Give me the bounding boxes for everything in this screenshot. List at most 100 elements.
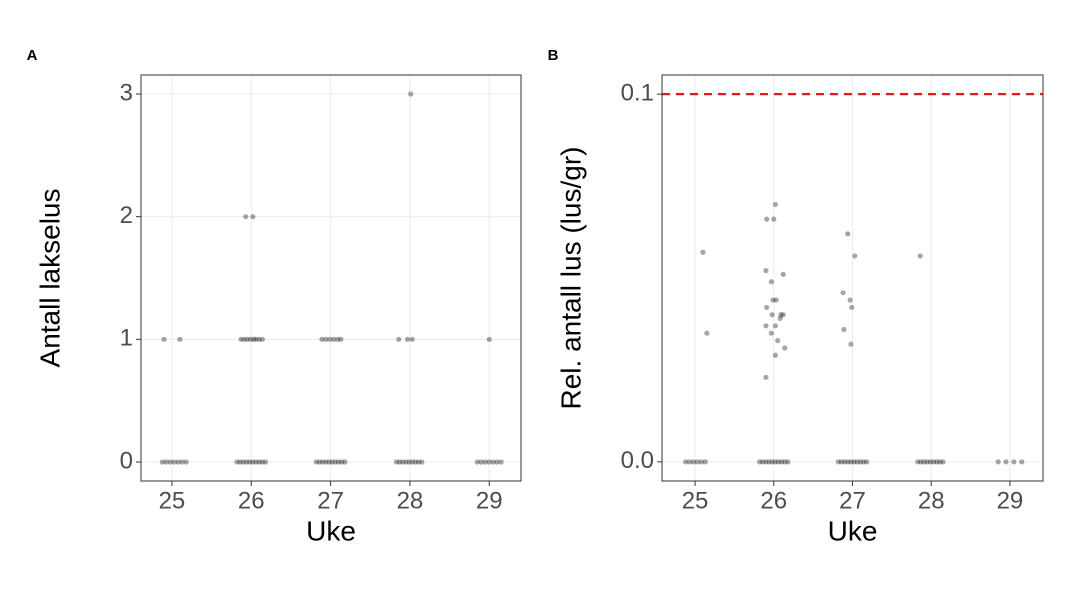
- point: [773, 297, 779, 303]
- point: [864, 459, 870, 465]
- point: [409, 459, 415, 465]
- point: [474, 459, 480, 465]
- point: [840, 290, 846, 296]
- point: [782, 345, 788, 351]
- point: [1003, 459, 1009, 465]
- point: [775, 337, 781, 344]
- point: [848, 459, 854, 465]
- point: [335, 459, 342, 465]
- point: [335, 336, 341, 342]
- point: [161, 336, 167, 342]
- x-tick-label: 28: [397, 487, 424, 514]
- x-tick-label: 25: [159, 487, 186, 514]
- point: [766, 459, 772, 465]
- point: [835, 459, 841, 465]
- point: [244, 336, 250, 342]
- point: [250, 459, 256, 465]
- point: [847, 297, 853, 303]
- point: [848, 341, 854, 347]
- point: [927, 459, 934, 465]
- point: [777, 315, 783, 322]
- point: [772, 459, 778, 465]
- panel-label: A: [27, 47, 38, 64]
- point: [778, 312, 784, 318]
- point: [234, 459, 240, 465]
- point: [329, 459, 335, 465]
- point: [243, 459, 250, 465]
- point: [339, 459, 345, 465]
- point: [259, 459, 265, 465]
- point: [775, 459, 782, 465]
- y-axis-title: Rel. antall lus (lus/gr): [555, 147, 586, 410]
- point: [857, 459, 863, 465]
- point: [175, 459, 181, 465]
- point: [482, 459, 488, 465]
- point: [924, 459, 930, 465]
- point: [247, 336, 254, 342]
- point: [757, 459, 763, 465]
- point: [764, 216, 770, 222]
- point: [921, 459, 927, 465]
- point: [256, 336, 262, 342]
- point: [763, 459, 769, 465]
- plot-border: [661, 74, 1044, 482]
- point: [419, 459, 425, 465]
- point: [915, 459, 921, 465]
- point: [995, 459, 1001, 465]
- point: [327, 336, 333, 342]
- x-tick-label: 27: [317, 487, 344, 514]
- point: [243, 214, 249, 220]
- point: [240, 459, 246, 465]
- x-tick-label: 29: [997, 487, 1024, 514]
- point: [400, 459, 406, 465]
- point: [838, 459, 845, 465]
- point: [769, 459, 775, 465]
- x-axis-title: Uke: [306, 515, 356, 546]
- point: [694, 459, 701, 465]
- y-tick-label: 3: [120, 79, 133, 106]
- point: [251, 336, 257, 342]
- point: [854, 459, 860, 465]
- point: [780, 271, 786, 277]
- point: [262, 459, 269, 465]
- point: [253, 336, 259, 342]
- y-tick-label: 1: [120, 325, 133, 352]
- point: [403, 459, 409, 465]
- point: [159, 459, 166, 465]
- point: [253, 459, 259, 465]
- point: [768, 330, 775, 336]
- point: [860, 459, 867, 465]
- point: [167, 459, 173, 465]
- point: [760, 459, 766, 465]
- point: [177, 336, 183, 342]
- point: [690, 459, 697, 465]
- point: [498, 459, 504, 465]
- point: [404, 336, 411, 342]
- point: [397, 459, 403, 465]
- plot-border: [140, 74, 522, 482]
- point: [393, 459, 400, 465]
- y-tick-label: 0.0: [621, 447, 654, 474]
- point: [313, 459, 319, 465]
- point: [408, 91, 414, 97]
- point: [930, 459, 937, 465]
- point: [1019, 459, 1025, 465]
- point: [763, 268, 769, 274]
- y-tick-label: 2: [120, 202, 133, 229]
- point: [782, 459, 788, 465]
- point: [490, 459, 496, 465]
- point: [412, 459, 419, 465]
- x-tick-label: 26: [760, 487, 787, 514]
- point: [845, 231, 851, 237]
- point: [332, 459, 338, 465]
- point: [780, 312, 786, 318]
- point: [841, 326, 847, 333]
- point: [852, 253, 858, 259]
- point: [326, 459, 332, 465]
- point: [486, 459, 492, 465]
- point: [683, 459, 689, 465]
- y-tick-label: 0: [120, 447, 133, 474]
- point: [704, 330, 710, 336]
- panel-label: B: [548, 47, 559, 64]
- point: [171, 459, 177, 465]
